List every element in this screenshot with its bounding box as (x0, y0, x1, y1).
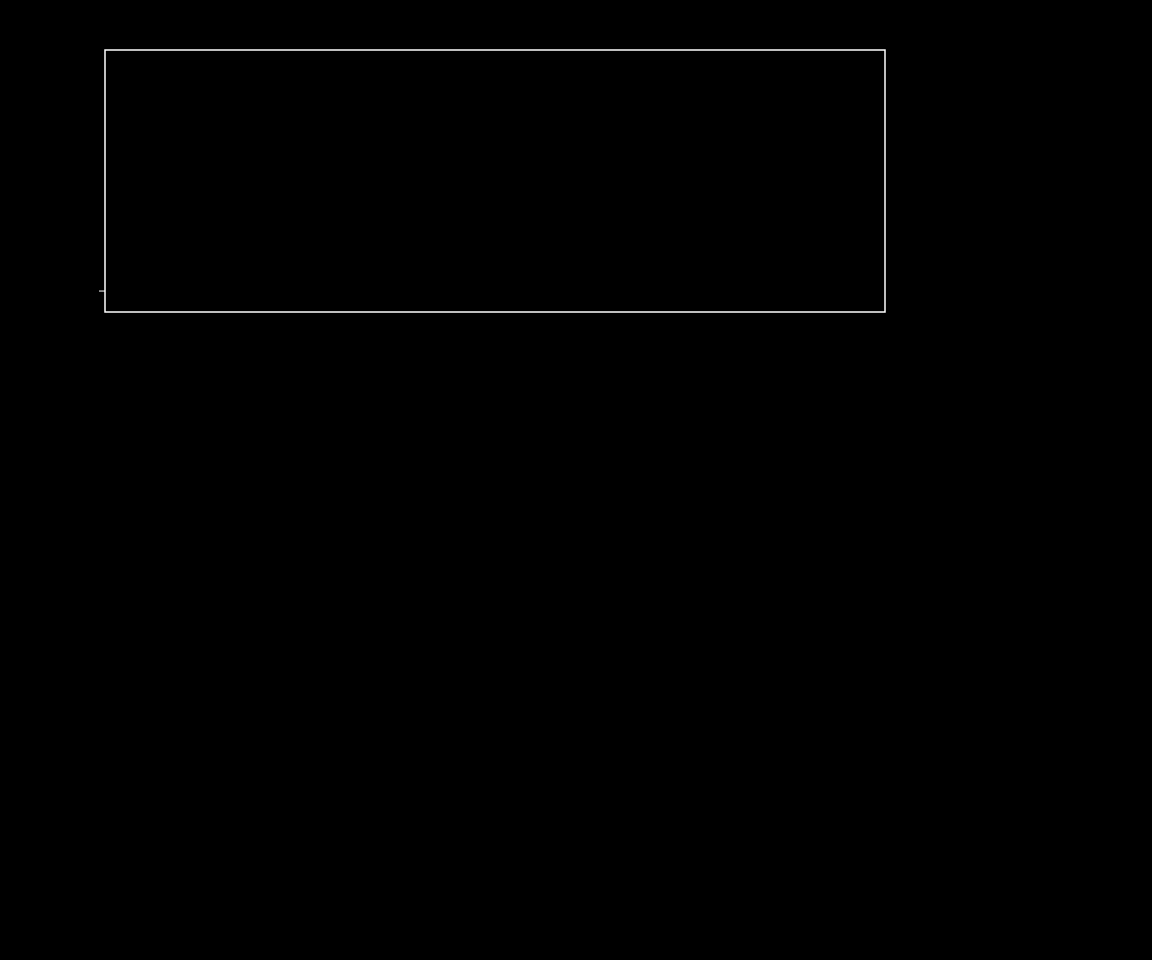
panel1-border (105, 50, 885, 312)
